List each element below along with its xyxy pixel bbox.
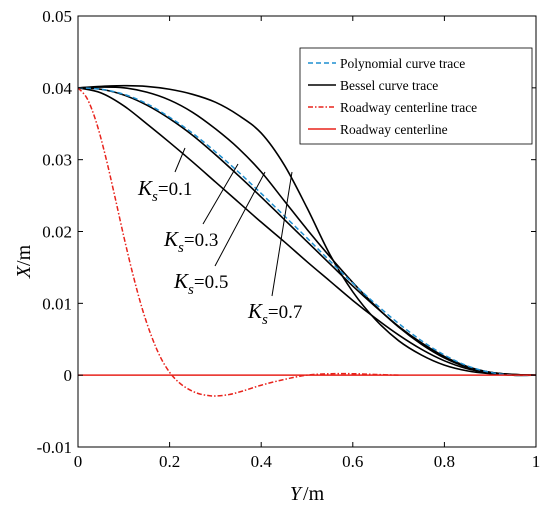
y-tick-label: 0.04 <box>42 79 72 98</box>
annotation-value: =0.1 <box>158 179 192 200</box>
series-line-0 <box>77 87 537 377</box>
series-line-3 <box>77 86 537 376</box>
x-axis-separator: / <box>303 483 309 505</box>
x-tick-label: 0 <box>74 452 83 471</box>
legend-box <box>299 47 533 145</box>
annotation-var: K <box>247 299 263 323</box>
x-tick-label: 0.6 <box>342 452 363 471</box>
x-tick-label: 0.2 <box>159 452 180 471</box>
legend: Polynomial curve trace Bessel curve trace… <box>299 47 533 145</box>
y-axis-separator: / <box>13 260 35 266</box>
series-line-2 <box>77 87 537 376</box>
y-tick-label: 0 <box>64 366 73 385</box>
y-tick-label: -0.01 <box>37 438 72 457</box>
x-tick-label: 1 <box>532 452 541 471</box>
plot-lines <box>77 84 537 397</box>
annotation-sub: s <box>262 312 268 328</box>
legend-label: Roadway centerline trace <box>340 100 477 115</box>
ks-annotation: Ks=0.7 <box>247 299 302 328</box>
y-tick-label: 0.02 <box>42 223 72 242</box>
x-axis-label: Y/m <box>290 483 325 505</box>
ks-annotation: Ks=0.1 <box>137 176 192 205</box>
ks-annotations: Ks=0.1Ks=0.3Ks=0.5Ks=0.7 <box>137 147 302 328</box>
x-tick-label: 0.4 <box>251 452 273 471</box>
y-tick-label: 0.05 <box>42 7 72 26</box>
annotation-var: K <box>173 269 189 293</box>
x-axis-variable: Y <box>290 483 303 505</box>
annotation-sub: s <box>178 240 184 256</box>
y-axis-unit: m <box>13 244 35 260</box>
annotation-sub: s <box>188 282 194 298</box>
annotation-sub: s <box>152 189 158 205</box>
annotation-leader <box>214 171 266 267</box>
annotation-leader <box>202 163 239 225</box>
x-axis-unit: m <box>309 483 325 505</box>
legend-label: Polynomial curve trace <box>340 56 465 71</box>
annotation-var: K <box>163 227 179 251</box>
annotation-value: =0.5 <box>194 272 228 293</box>
annotation-value: =0.3 <box>184 230 218 251</box>
y-axis-label: X/m <box>13 244 35 279</box>
y-tick-label: 0.03 <box>42 151 72 170</box>
y-axis-variable: X <box>13 265 35 279</box>
legend-label: Bessel curve trace <box>340 78 438 93</box>
series-line-4 <box>77 84 537 377</box>
y-tick-label: 0.01 <box>42 294 72 313</box>
annotation-value: =0.7 <box>268 302 302 323</box>
annotation-var: K <box>137 176 153 200</box>
series-line-5 <box>77 87 399 397</box>
annotation-leader <box>271 171 293 297</box>
x-tick-label: 0.8 <box>434 452 455 471</box>
annotation-leader <box>174 147 186 173</box>
series-line-1 <box>77 87 537 377</box>
ks-annotation: Ks=0.5 <box>173 269 228 298</box>
legend-label: Roadway centerline <box>340 122 448 137</box>
ks-annotation: Ks=0.3 <box>163 227 218 256</box>
